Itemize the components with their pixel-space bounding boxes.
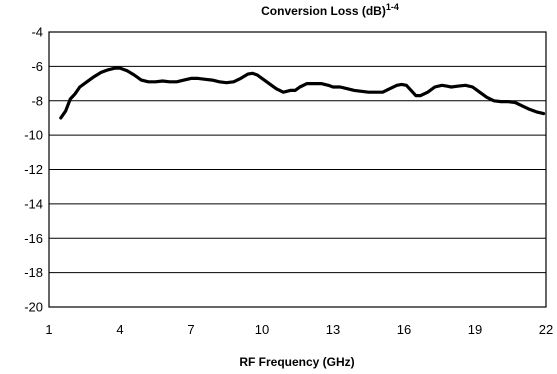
x-tick-label: 10 [255, 322, 269, 337]
x-tick-label: 16 [397, 322, 411, 337]
x-tick-label: 4 [116, 322, 123, 337]
y-tick-label: -14 [24, 196, 43, 211]
x-tick-labels: 1 4 7 10 13 16 19 22 [45, 322, 553, 337]
x-tick-label: 13 [326, 322, 340, 337]
chart-title-superscript: 1-4 [386, 2, 399, 12]
y-tick-label: -16 [24, 231, 43, 246]
y-tick-label: -20 [24, 300, 43, 315]
grid-lines [49, 31, 546, 308]
y-tick-label: -4 [31, 25, 43, 40]
chart-title: Conversion Loss (dB)1-4 [261, 2, 399, 18]
y-tick-label: -10 [24, 128, 43, 143]
x-tick-label: 19 [468, 322, 482, 337]
x-tick-label: 7 [187, 322, 194, 337]
x-tick-label: 1 [45, 322, 52, 337]
y-tick-label: -8 [31, 93, 43, 108]
y-tick-label: -6 [31, 59, 43, 74]
chart-title-main: Conversion Loss (dB) [261, 4, 386, 18]
y-tick-labels: -4 -6 -8 -10 -12 -14 -16 -18 -20 [24, 25, 43, 315]
y-tick-label: -18 [24, 265, 43, 280]
conversion-loss-line [59, 66, 546, 120]
plot-area-border [48, 31, 547, 308]
x-axis-title: RF Frequency (GHz) [239, 355, 354, 369]
x-tick-label: 22 [539, 322, 553, 337]
y-tick-label: -12 [24, 162, 43, 177]
